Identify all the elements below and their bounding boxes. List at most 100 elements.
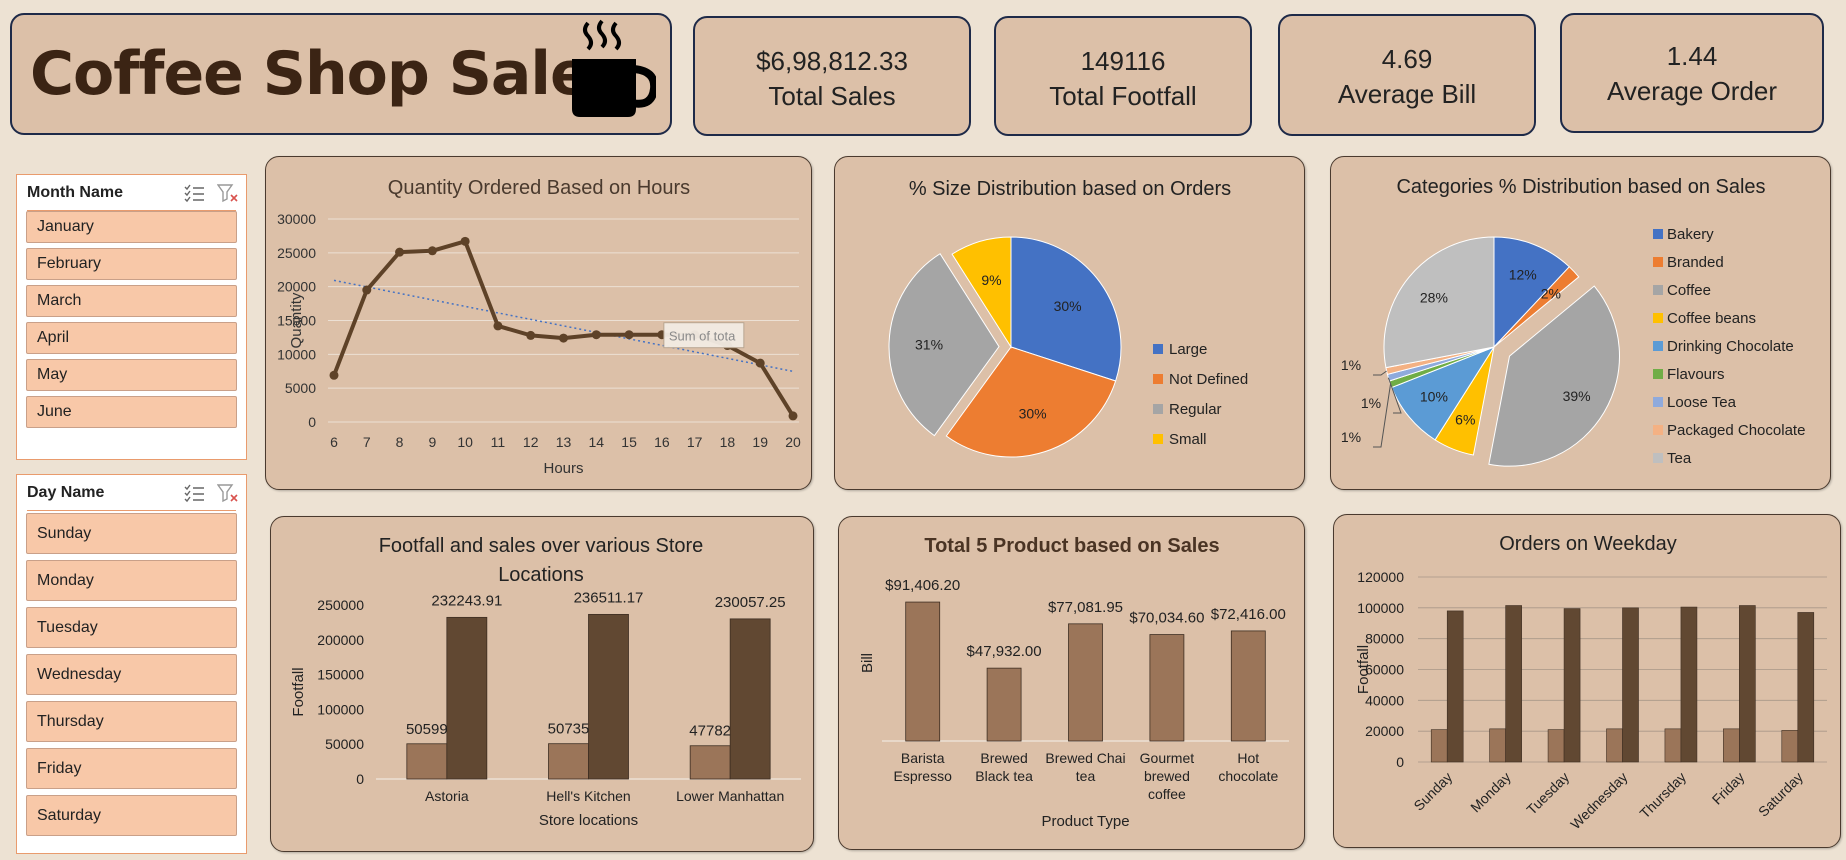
clear-filter-icon[interactable] (217, 483, 239, 503)
data-label: 12% (1509, 266, 1537, 282)
y-tick-label: 0 (308, 414, 316, 430)
y-axis-label: Quantity (288, 292, 305, 348)
y-tick-label: 0 (356, 771, 364, 787)
bar (1446, 610, 1464, 763)
clear-filter-icon[interactable] (217, 183, 239, 203)
kpi-label: Average Bill (1337, 79, 1477, 109)
pie-slice (1010, 236, 1122, 382)
bar (588, 613, 629, 780)
x-tick-label: Astoria (425, 788, 469, 804)
data-point (427, 246, 437, 256)
slicer-title: Day Name (27, 484, 105, 501)
slicer-item-march[interactable]: March (26, 285, 237, 317)
y-tick-label: 150000 (317, 667, 364, 683)
x-tick-label: 19 (752, 434, 768, 450)
kpi-label: Total Sales (768, 81, 896, 111)
y-tick-label: 20000 (277, 279, 316, 295)
pie-slice (888, 253, 1000, 437)
slicer-item-saturday[interactable]: Saturday (26, 795, 237, 836)
chart-title: Orders on Weekday (1499, 533, 1677, 555)
leader-line (1373, 370, 1387, 376)
slicer-item-tuesday[interactable]: Tuesday (26, 607, 237, 648)
multi-select-icon[interactable] (183, 483, 205, 503)
kpi-label: Average Order (1606, 76, 1778, 106)
legend-label: Drinking Chocolate (1667, 338, 1794, 355)
slicer-item-wednesday[interactable]: Wednesday (26, 654, 237, 695)
data-point (624, 330, 634, 340)
slicer-item-april[interactable]: April (26, 322, 237, 354)
slicer-item-january[interactable]: January (26, 211, 237, 243)
x-tick-label: Hell's Kitchen (546, 788, 630, 804)
x-axis-label: Store locations (539, 812, 638, 829)
day-slicer[interactable]: Day Name Sunday Monday Tuesday Wednesday… (16, 474, 247, 854)
data-point (395, 247, 405, 257)
slicer-item-friday[interactable]: Friday (26, 748, 237, 789)
y-tick-label: 100000 (317, 701, 364, 717)
data-label: 30% (1054, 298, 1082, 314)
y-tick-label: 100000 (1357, 600, 1404, 616)
data-label: 1% (1341, 429, 1361, 445)
legend-swatch (1653, 369, 1663, 379)
slicer-item-monday[interactable]: Monday (26, 560, 237, 601)
legend-label: Bakery (1667, 226, 1714, 243)
slicer-item-sunday[interactable]: Sunday (26, 513, 237, 554)
data-point (493, 321, 503, 331)
legend-label: Regular (1169, 401, 1222, 418)
data-label: 230057.25 (715, 594, 786, 611)
month-slicer[interactable]: Month Name January February March April … (16, 174, 247, 460)
data-label: $91,406.20 (885, 577, 960, 594)
slicer-item-february[interactable]: February (26, 248, 237, 280)
kpi-value: 1.44 (1666, 41, 1718, 71)
category-distribution-chart-panel: Categories % Distribution based on Sales… (1330, 156, 1831, 490)
bar (1781, 730, 1799, 763)
slicer-header: Day Name (27, 475, 239, 511)
legend-swatch (1653, 397, 1663, 407)
legend-label: Large (1169, 341, 1207, 358)
bar (1068, 623, 1103, 742)
leader-line (1373, 384, 1391, 448)
y-axis-label: Bill (859, 653, 876, 673)
x-tick-label: 12 (523, 434, 539, 450)
data-label: $77,081.95 (1048, 599, 1123, 616)
x-tick-label: Brewed Chai (1045, 750, 1125, 766)
bar (548, 743, 589, 780)
x-tick-label: Sunday (1410, 769, 1455, 814)
x-tick-label: 9 (428, 434, 436, 450)
x-tick-label: Gourmet (1140, 750, 1195, 766)
x-tick-label: 10 (457, 434, 473, 450)
x-tick-label: 11 (491, 434, 506, 450)
bar (905, 601, 941, 742)
size-distribution-chart: % Size Distribution based on Orders 30% 30… (888, 178, 1248, 458)
x-tick-label: Saturday (1755, 769, 1806, 820)
kpi-label: Total Footfall (1049, 81, 1197, 111)
x-tick-label: 17 (687, 434, 703, 450)
slicer-item-june[interactable]: June (26, 396, 237, 428)
bar (1489, 728, 1506, 763)
y-tick-label: 25000 (277, 245, 316, 261)
chart-title: Quantity Ordered Based on Hours (388, 177, 690, 199)
legend-swatch (1653, 341, 1663, 351)
legend-swatch (1153, 374, 1163, 384)
bar (406, 743, 448, 780)
kpi-value: 149116 (1080, 46, 1166, 76)
y-tick-label: 15000 (277, 313, 316, 329)
x-tick-label: 8 (396, 434, 404, 450)
kpi-value: $6,98,812.33 (756, 46, 908, 76)
kpi-total-sales: $6,98,812.33 Total Sales (693, 16, 971, 136)
multi-select-icon[interactable] (183, 183, 205, 203)
kpi-average-bill: 4.69 Average Bill (1278, 14, 1536, 136)
data-point (526, 330, 536, 340)
kpi-average-order: 1.44 Average Order (1560, 13, 1824, 133)
x-tick-label: Tuesday (1523, 769, 1572, 818)
hourly-quantity-chart-panel: Quantity Ordered Based on Hours 0 5000 1000… (265, 156, 812, 490)
slicer-item-may[interactable]: May (26, 359, 237, 391)
y-tick-label: 0 (1396, 754, 1404, 770)
data-label: 9% (981, 272, 1001, 288)
slicer-item-thursday[interactable]: Thursday (26, 701, 237, 742)
chart-title: Categories % Distribution based on Sales (1396, 176, 1765, 198)
data-label: 2% (1541, 286, 1561, 302)
bar (1622, 607, 1639, 763)
y-tick-label: 250000 (317, 597, 364, 613)
data-point (460, 236, 470, 246)
pie-slice (1493, 236, 1571, 349)
